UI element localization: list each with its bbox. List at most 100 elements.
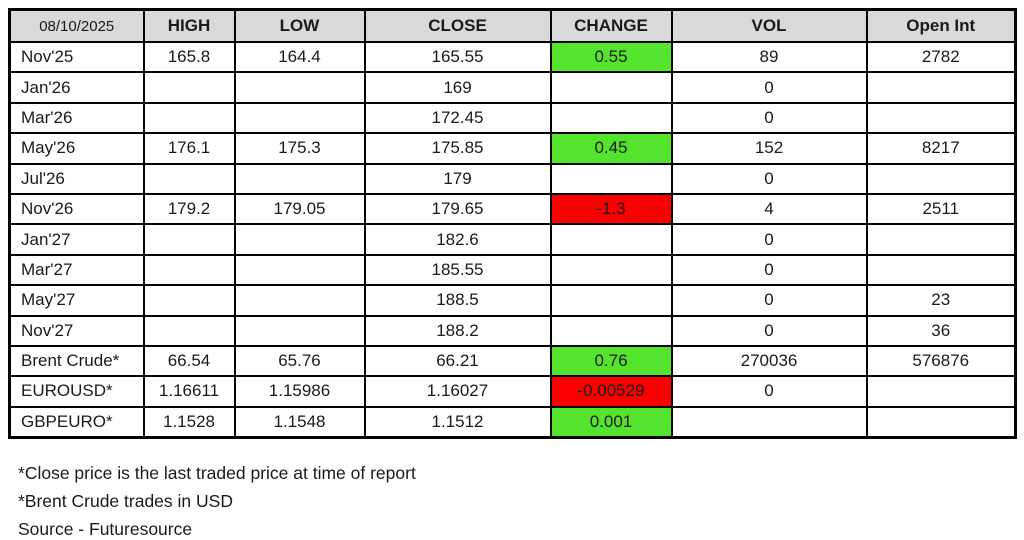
vol-cell: 270036 <box>670 344 868 378</box>
vol-cell: 0 <box>670 71 868 104</box>
close-cell: 175.85 <box>363 132 552 165</box>
high-cell <box>142 253 236 287</box>
vol-cell: 4 <box>670 192 868 226</box>
low-cell <box>233 223 366 256</box>
low-cell <box>233 101 366 135</box>
vol-cell: 152 <box>670 132 868 165</box>
close-cell: 165.55 <box>363 40 552 74</box>
change-cell: -0.00529 <box>549 375 673 408</box>
change-cell: 0.55 <box>549 40 673 74</box>
low-cell: 179.05 <box>233 192 366 226</box>
close-cell: 188.5 <box>363 284 552 317</box>
open-int-cell <box>865 162 1017 195</box>
change-cell <box>549 284 673 317</box>
table-row-nov-27: Nov'27 188.2 0 36 <box>8 314 1017 347</box>
vol-cell: 0 <box>670 223 868 256</box>
table-body: Nov'25 165.8 164.4 165.55 0.55 89 2782 Jan'26 16… <box>8 40 1017 439</box>
footnote-brent-usd: *Brent Crude trades in USD <box>18 491 233 511</box>
footnote-source: Source - Futuresource <box>18 519 193 539</box>
table-row-mar-27: Mar'27 185.55 0 <box>8 253 1017 287</box>
contract-cell: EUROUSD* <box>8 375 145 408</box>
open-int-cell <box>865 101 1017 135</box>
table-row-mar-26: Mar'26 172.45 0 <box>8 101 1017 135</box>
table-row-jan-27: Jan'27 182.6 0 <box>8 223 1017 256</box>
column-header-change: CHANGE <box>549 8 673 43</box>
contract-cell: May'27 <box>8 284 145 317</box>
high-cell: 1.1528 <box>142 405 236 439</box>
vol-cell: 89 <box>670 40 868 74</box>
open-int-cell <box>865 253 1017 287</box>
close-cell: 1.16027 <box>363 375 552 408</box>
low-cell <box>233 71 366 104</box>
contract-cell: Jan'27 <box>8 223 145 256</box>
header-row: 08/10/2025 HIGH LOW CLOSE CHANGE VOL Open Int <box>8 8 1017 43</box>
close-cell: 1.1512 <box>363 405 552 439</box>
change-cell: 0.45 <box>549 132 673 165</box>
contract-cell: Mar'26 <box>8 101 145 135</box>
table-row-jan-26: Jan'26 169 0 <box>8 71 1017 104</box>
contract-cell: Nov'27 <box>8 314 145 347</box>
high-cell: 66.54 <box>142 344 236 378</box>
high-cell <box>142 223 236 256</box>
low-cell: 1.1548 <box>233 405 366 439</box>
contract-cell: Nov'25 <box>8 40 145 74</box>
high-cell <box>142 314 236 347</box>
change-cell: 0.76 <box>549 344 673 378</box>
table-row-brent-crude: Brent Crude* 66.54 65.76 66.21 0.76 270036 576… <box>8 344 1017 378</box>
contract-cell: Mar'27 <box>8 253 145 287</box>
close-cell: 66.21 <box>363 344 552 378</box>
vol-cell: 0 <box>670 284 868 317</box>
vol-cell: 0 <box>670 162 868 195</box>
vol-cell: 0 <box>670 253 868 287</box>
column-header-high: HIGH <box>142 8 236 43</box>
contract-cell: Brent Crude* <box>8 344 145 378</box>
open-int-cell: 8217 <box>865 132 1017 165</box>
table-row-may-27: May'27 188.5 0 23 <box>8 284 1017 317</box>
high-cell <box>142 162 236 195</box>
low-cell <box>233 314 366 347</box>
footnotes-block: *Close price is the last traded price at… <box>18 459 416 540</box>
table-row-nov-25: Nov'25 165.8 164.4 165.55 0.55 89 2782 <box>8 40 1017 74</box>
close-cell: 185.55 <box>363 253 552 287</box>
high-cell: 176.1 <box>142 132 236 165</box>
close-cell: 179.65 <box>363 192 552 226</box>
low-cell: 164.4 <box>233 40 366 74</box>
low-cell: 175.3 <box>233 132 366 165</box>
open-int-cell: 576876 <box>865 344 1017 378</box>
open-int-cell <box>865 71 1017 104</box>
close-cell: 188.2 <box>363 314 552 347</box>
low-cell <box>233 253 366 287</box>
contract-cell: Nov'26 <box>8 192 145 226</box>
table-row-gbpeuro: GBPEURO* 1.1528 1.1548 1.1512 0.001 <box>8 405 1017 439</box>
close-cell: 169 <box>363 71 552 104</box>
date-header-cell: 08/10/2025 <box>8 8 145 43</box>
high-cell <box>142 71 236 104</box>
vol-cell: 0 <box>670 314 868 347</box>
low-cell: 65.76 <box>233 344 366 378</box>
close-cell: 172.45 <box>363 101 552 135</box>
contract-cell: Jul'26 <box>8 162 145 195</box>
close-cell: 179 <box>363 162 552 195</box>
low-cell: 1.15986 <box>233 375 366 408</box>
change-cell <box>549 162 673 195</box>
low-cell <box>233 284 366 317</box>
change-cell: 0.001 <box>549 405 673 439</box>
open-int-cell: 23 <box>865 284 1017 317</box>
column-header-vol: VOL <box>670 8 868 43</box>
change-cell: -1.3 <box>549 192 673 226</box>
contract-cell: Jan'26 <box>8 71 145 104</box>
open-int-cell <box>865 405 1017 439</box>
contract-cell: GBPEURO* <box>8 405 145 439</box>
vol-cell: 0 <box>670 375 868 408</box>
column-header-low: LOW <box>233 8 366 43</box>
high-cell <box>142 284 236 317</box>
high-cell: 1.16611 <box>142 375 236 408</box>
change-cell <box>549 253 673 287</box>
low-cell <box>233 162 366 195</box>
change-cell <box>549 71 673 104</box>
change-cell <box>549 101 673 135</box>
open-int-cell: 2511 <box>865 192 1017 226</box>
footnote-close-price: *Close price is the last traded price at… <box>18 463 416 483</box>
change-cell <box>549 223 673 256</box>
